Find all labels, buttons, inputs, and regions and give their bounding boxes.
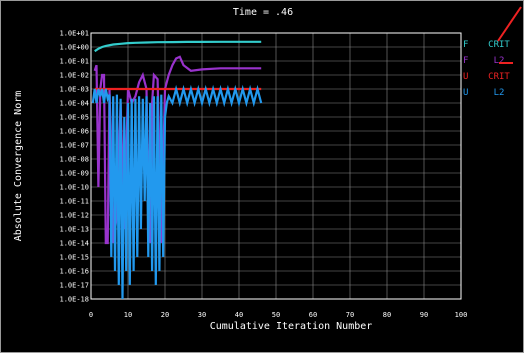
legend-field: F — [463, 40, 468, 50]
y-tick-label: 1.0E-16 — [59, 268, 89, 276]
y-tick-label: 1.0E-05 — [59, 114, 89, 122]
legend-label: CRIT — [488, 40, 510, 50]
legend-field: F — [463, 56, 468, 66]
y-tick-label: 1.0E-12 — [59, 212, 89, 220]
x-axis-label: Cumulative Iteration Number — [210, 321, 373, 332]
x-tick-label: 50 — [272, 311, 280, 319]
x-tick-label: 30 — [198, 311, 206, 319]
y-tick-label: 1.0E-06 — [59, 128, 89, 136]
x-tick-label: 10 — [124, 311, 132, 319]
y-tick-label: 1.0E-15 — [59, 254, 89, 262]
y-tick-label: 1.0E-17 — [59, 282, 89, 290]
y-tick-label: 1.0E-07 — [59, 142, 89, 150]
y-tick-label: 1.0E-13 — [59, 226, 89, 234]
series-line-u-l2 — [91, 84, 263, 300]
corner-mark — [497, 6, 522, 42]
y-tick-label: 1.0E-10 — [59, 184, 89, 192]
y-tick-label: 1.0E-01 — [59, 58, 89, 66]
y-tick-label: 1.0E-11 — [59, 198, 89, 206]
x-tick-label: 80 — [383, 311, 391, 319]
y-axis-label: Absolute Convergence Norm — [13, 91, 24, 242]
x-tick-label: 60 — [309, 311, 317, 319]
y-tick-label: 1.0E+01 — [59, 30, 89, 38]
x-tick-label: 90 — [420, 311, 428, 319]
x-tick-label: 40 — [235, 311, 243, 319]
y-tick-label: 1.0E-08 — [59, 156, 89, 164]
legend-field: U — [463, 72, 468, 82]
legend-field: U — [463, 88, 468, 98]
series-line-f-l2 — [93, 55, 262, 245]
y-tick-label: 1.0E-14 — [59, 240, 89, 248]
legend-label: L2 — [494, 88, 505, 98]
y-tick-label: 1.0E-18 — [59, 296, 89, 304]
y-tick-labels: 1.0E+01 1.0E+00 1.0E-01 1.0E-02 1.0E-03 1.0E-… — [59, 30, 89, 304]
x-tick-label: 0 — [89, 311, 93, 319]
y-tick-label: 1.0E-02 — [59, 72, 89, 80]
series-line-f-crit — [94, 40, 262, 53]
y-tick-label: 1.0E+00 — [59, 44, 89, 52]
y-tick-label: 1.0E-04 — [59, 100, 89, 108]
plot-border — [90, 32, 462, 300]
chart-title: Time = .46 — [233, 7, 293, 18]
legend-label: CRIT — [488, 72, 510, 82]
x-tick-label: 100 — [455, 311, 468, 319]
legend: F CRIT F L2 U CRIT U L2 — [463, 40, 510, 98]
x-tick-label: 70 — [346, 311, 354, 319]
legend-label: L2 — [494, 56, 505, 66]
y-tick-label: 1.0E-03 — [59, 86, 89, 94]
x-tick-labels: 0 10 20 30 40 50 60 70 80 90 100 — [89, 311, 467, 319]
x-tick-label: 20 — [161, 311, 169, 319]
y-tick-label: 1.0E-09 — [59, 170, 89, 178]
series-lines — [91, 40, 263, 300]
